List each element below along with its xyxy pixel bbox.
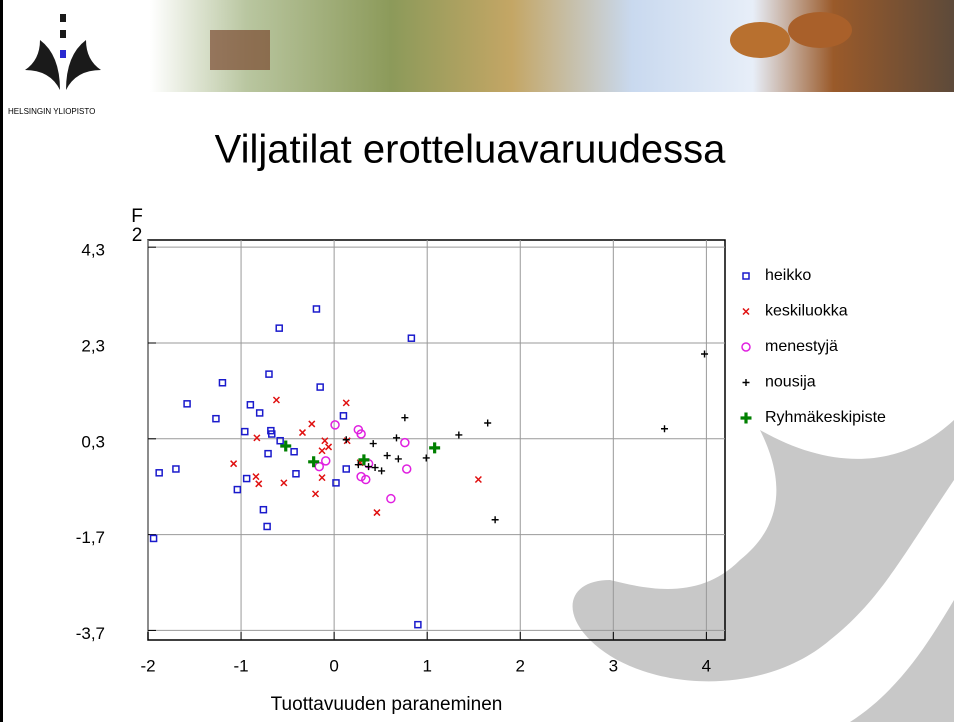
x-tick-label: 3 xyxy=(609,656,618,675)
x-tick-label: -2 xyxy=(140,656,155,675)
legend-label: keskiluokka xyxy=(765,303,848,320)
x-axis-label: Tuottavuuden paraneminen xyxy=(271,694,503,715)
university-name: HELSINGIN YLIOPISTO xyxy=(8,107,95,116)
x-tick-label: 0 xyxy=(329,656,338,675)
slide-title: Viljatilat erotteluavaruudessa xyxy=(215,128,726,172)
x-tick-label: 1 xyxy=(422,656,431,675)
legend-label: nousija xyxy=(765,374,816,391)
x-tick-label: 4 xyxy=(702,656,711,675)
legend-label: heikko xyxy=(765,267,811,284)
photo-bread xyxy=(730,22,790,58)
y-axis-label: 2 xyxy=(132,225,143,246)
y-tick-label: -1,7 xyxy=(76,528,105,547)
legend-label: Ryhmäkeskipiste xyxy=(765,409,886,426)
y-tick-label: 2,3 xyxy=(81,336,105,355)
y-tick-label: -3,7 xyxy=(76,624,105,643)
legend-label: menestyjä xyxy=(765,338,838,355)
slide: HELSINGIN YLIOPISTO Viljatilat erottelua… xyxy=(0,0,954,722)
y-tick-label: 4,3 xyxy=(81,241,105,260)
y-axis-label: F xyxy=(131,206,143,227)
y-tick-label: 0,3 xyxy=(81,432,105,451)
x-tick-label: 2 xyxy=(516,656,525,675)
photo-cow xyxy=(210,30,270,70)
photo-bread xyxy=(788,12,852,48)
x-tick-label: -1 xyxy=(234,656,249,675)
